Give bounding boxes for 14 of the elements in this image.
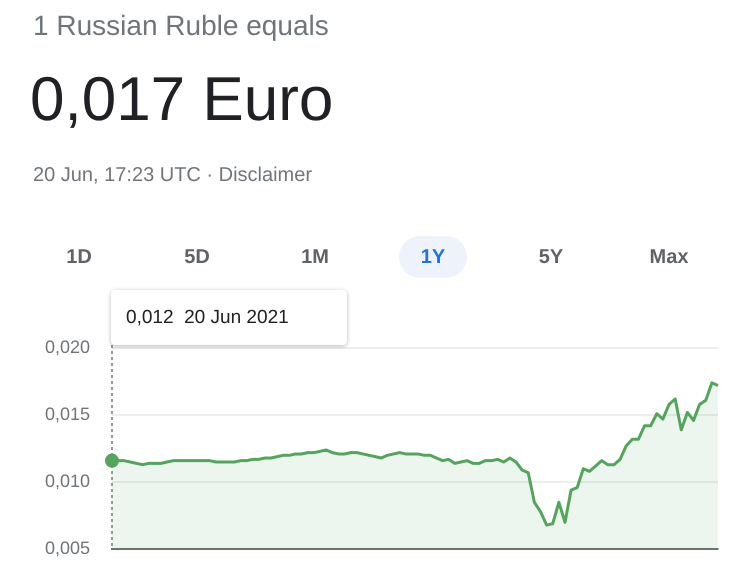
y-tick-label: 0,010 (44, 471, 90, 492)
text: 1Y (399, 236, 467, 278)
y-tick-label: 0,015 (44, 404, 90, 424)
text: 0,012 20 Jun 2021 (111, 290, 347, 345)
text: 1D (65, 245, 93, 270)
chart-subtitle: 0,017 Euro (30, 64, 334, 135)
text: Max (648, 245, 690, 270)
text: 5Y (538, 245, 564, 270)
text: 5D (183, 245, 211, 270)
text: 20 Jun, 17:23 UTC · Disclaimer (33, 164, 312, 187)
y-tick-label: 0,020 (44, 336, 90, 357)
text: 1M (300, 245, 330, 270)
y-tick-label: 0,005 (44, 538, 90, 558)
chart-title: 1 Russian Ruble equals (33, 10, 329, 42)
